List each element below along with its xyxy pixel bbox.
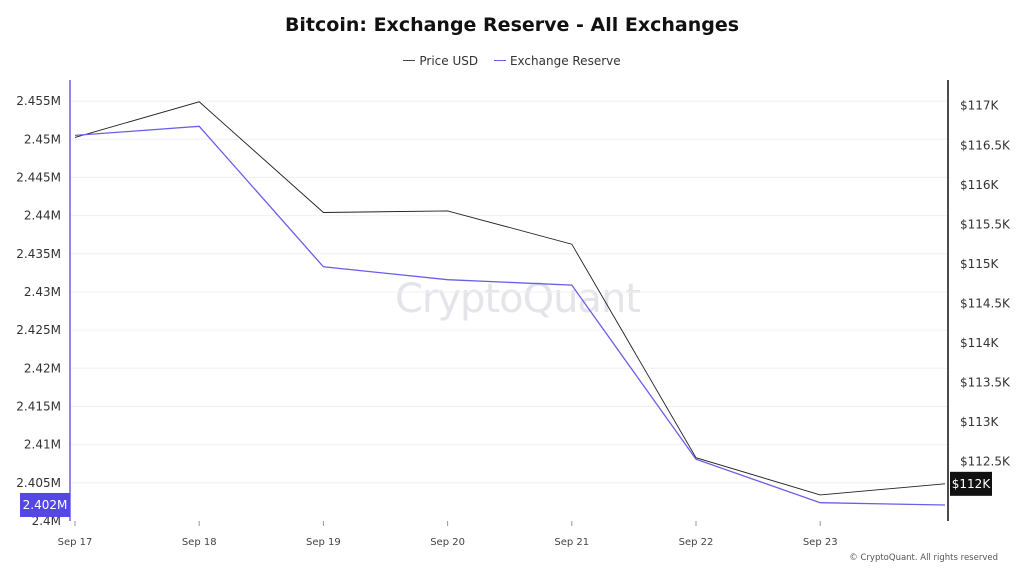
- right-tick-label: $116.5K: [960, 138, 1011, 152]
- legend-item-reserve[interactable]: Exchange Reserve: [493, 53, 621, 68]
- x-tick-label: Sep 23: [803, 537, 838, 548]
- left-tick-label: 2.41M: [24, 438, 61, 452]
- left-tick-label: 2.405M: [16, 476, 61, 490]
- left-tick-label: 2.415M: [16, 399, 61, 413]
- right-tick-label: $114K: [960, 336, 1000, 350]
- x-tick-label: Sep 19: [306, 537, 341, 548]
- right-tick-label: $115.5K: [960, 217, 1011, 231]
- chart-title: Bitcoin: Exchange Reserve - All Exchange…: [284, 14, 740, 36]
- legend-label-reserve: Exchange Reserve: [509, 53, 621, 68]
- x-tick-label: Sep 18: [182, 537, 217, 548]
- right-tick-label: $116K: [960, 178, 1000, 192]
- current-value-badge-right: [950, 471, 992, 496]
- right-tick-label: $113K: [960, 415, 1000, 429]
- copyright-notice: © CryptoQuant. All rights reserved: [849, 553, 998, 563]
- current-value-label-right: $112K: [952, 477, 992, 491]
- x-tick-label: Sep 22: [679, 537, 714, 548]
- left-tick-label: 2.44M: [24, 209, 61, 223]
- x-tick-label: Sep 20: [430, 537, 465, 548]
- legend-swatch-reserve: [493, 60, 506, 61]
- left-tick-label: 2.42M: [24, 361, 61, 375]
- left-tick-label: 2.45M: [24, 132, 61, 146]
- right-tick-label: $112.5K: [960, 455, 1011, 469]
- legend-item-price[interactable]: Price USD: [403, 54, 478, 68]
- series-line-price-usd: [74, 101, 946, 496]
- watermark: CryptoQuant: [395, 276, 641, 322]
- series-line-exchange-reserve: [74, 125, 946, 506]
- right-tick-label: $115K: [960, 257, 1000, 271]
- left-tick-label: 2.435M: [16, 247, 61, 261]
- right-tick-label: $117K: [960, 99, 1000, 113]
- legend-swatch-price: [403, 60, 416, 61]
- right-tick-label: $113.5K: [960, 376, 1011, 390]
- legend: Price USD Exchange Reserve: [0, 50, 1024, 68]
- right-tick-label: $114.5K: [960, 296, 1011, 310]
- left-tick-label: 2.455M: [16, 94, 61, 108]
- current-value-badge-left: [20, 492, 70, 517]
- left-tick-label: 2.445M: [16, 170, 61, 184]
- left-tick-label: 2.4M: [32, 514, 61, 528]
- x-tick-label: Sep 21: [554, 537, 589, 548]
- current-value-label-left: 2.402M: [23, 498, 68, 512]
- legend-label-price: Price USD: [419, 53, 479, 68]
- left-tick-label: 2.425M: [16, 323, 61, 337]
- x-tick-label: Sep 17: [58, 537, 93, 548]
- left-tick-label: 2.43M: [24, 285, 61, 299]
